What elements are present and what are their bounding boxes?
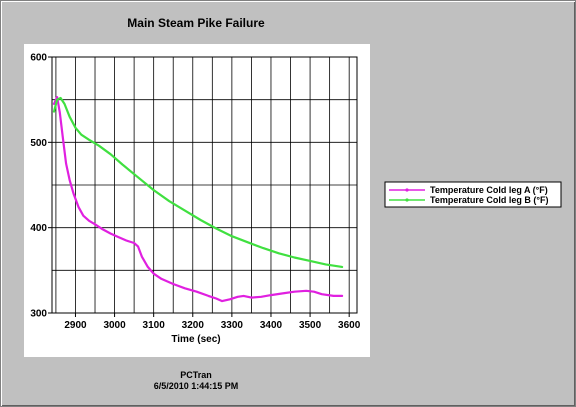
series-line-cold-leg-b — [52, 96, 344, 268]
series-line-cold-leg-a — [52, 95, 344, 303]
footer-timestamp: 6/5/2010 1:44:15 PM — [154, 381, 239, 391]
legend: Temperature Cold leg A (°F)Temperature C… — [384, 181, 562, 208]
x-tick-label: 2900 — [64, 320, 87, 331]
x-axis-ticks: 2900 3000 3100 3200 3300 3400 3500 3600 — [64, 313, 361, 331]
x-tick-label: 3400 — [260, 320, 283, 331]
x-tick-label: 3500 — [299, 320, 322, 331]
legend-box — [384, 181, 562, 208]
y-tick-label: 400 — [30, 223, 47, 234]
legend-label-cold-leg-a: Temperature Cold leg A (°F) — [430, 185, 548, 195]
x-tick-label: 3000 — [103, 320, 126, 331]
x-tick-label: 3300 — [221, 320, 244, 331]
series-layer — [52, 95, 344, 303]
x-tick-label: 3200 — [182, 320, 205, 331]
x-tick-label: 3600 — [338, 320, 361, 331]
y-axis-ticks: 300 400 500 600 — [30, 53, 52, 320]
x-axis-label: Time (sec) — [171, 334, 220, 345]
legend-marker-cold-leg-b — [405, 198, 409, 202]
footer-app-name: PCTran — [180, 370, 212, 380]
y-tick-label: 300 — [30, 309, 47, 320]
legend-label-cold-leg-b: Temperature Cold leg B (°F) — [430, 195, 548, 205]
y-tick-label: 500 — [30, 138, 47, 149]
grid — [52, 57, 357, 313]
y-tick-label: 600 — [30, 53, 47, 64]
chart-title: Main Steam Pike Failure — [127, 16, 265, 30]
x-tick-label: 3100 — [143, 320, 166, 331]
legend-marker-cold-leg-a — [405, 188, 409, 192]
